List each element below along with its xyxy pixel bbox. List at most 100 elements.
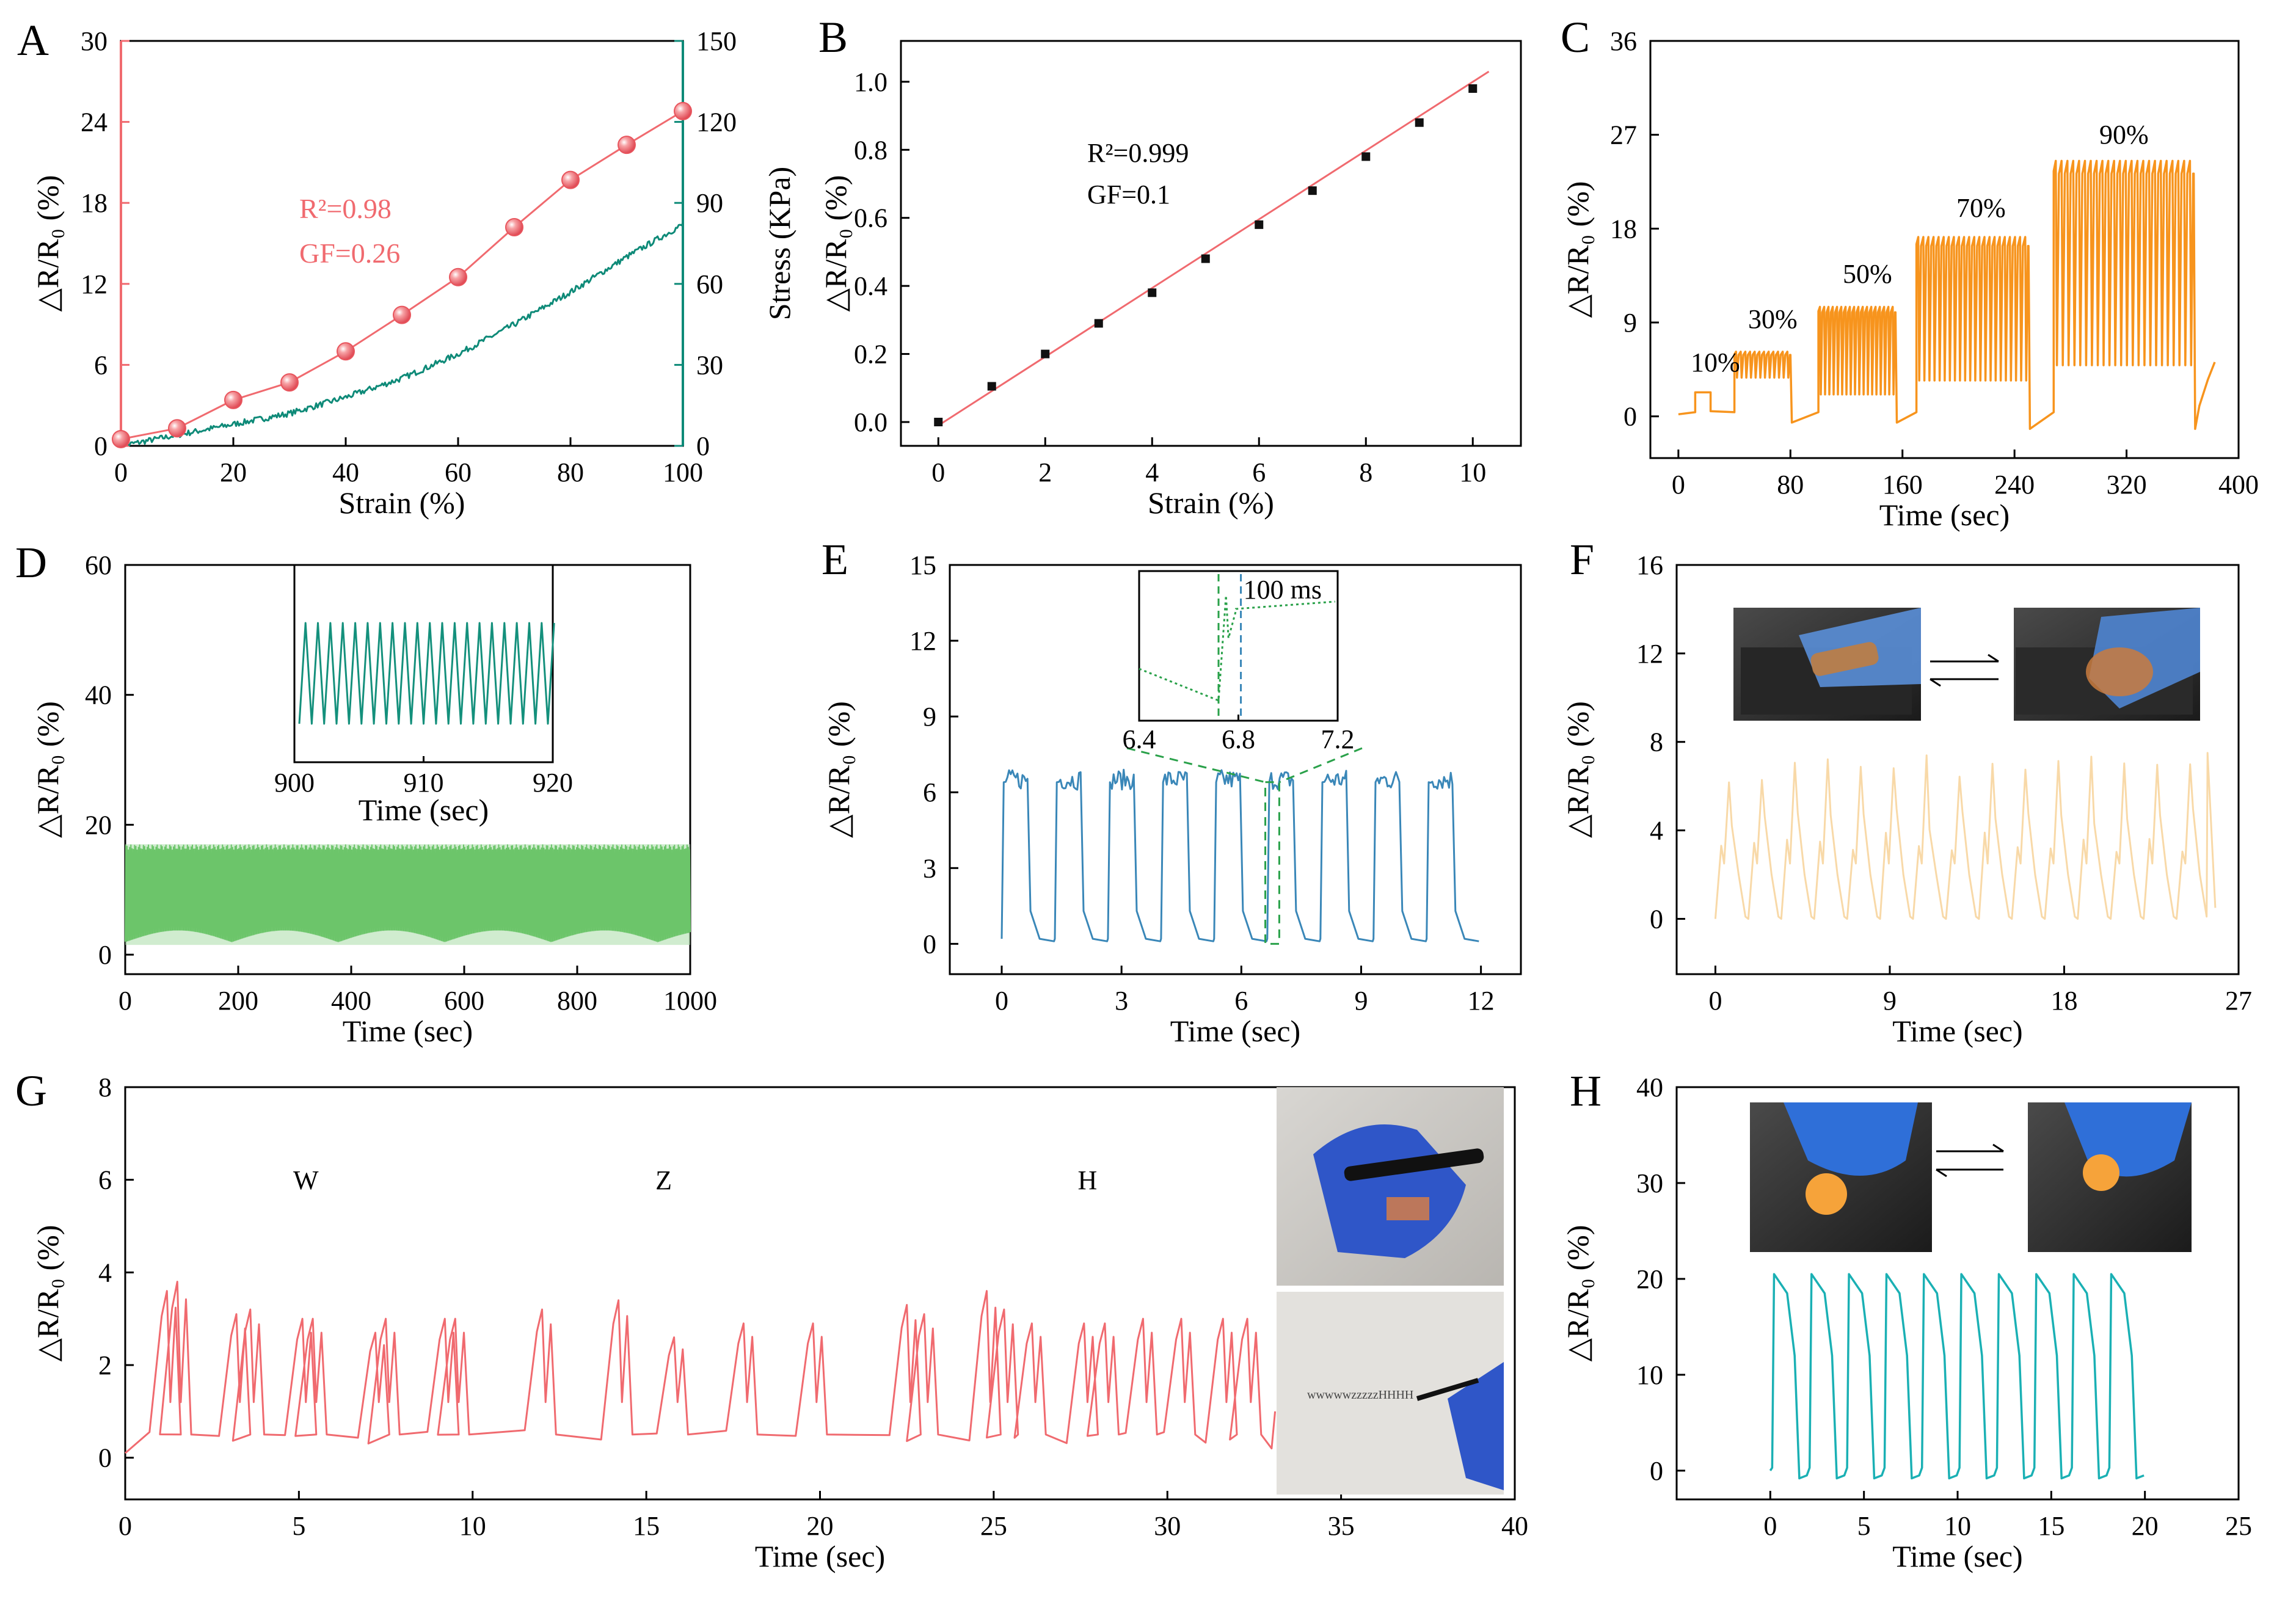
y-tick-label: 0 [1624, 402, 1637, 432]
y-tick-label: 1.0 [854, 67, 887, 97]
x-axis-label: Time (sec) [1170, 1014, 1300, 1048]
x-tick-label: 0 [118, 986, 132, 1016]
svg-text:wwwwwzzzzzHHHH: wwwwwzzzzzHHHH [1307, 1388, 1413, 1402]
y-axis-label: △R/R₀ (%) [1561, 181, 1595, 318]
inset-x-tick-label: 6.4 [1123, 724, 1156, 754]
photo-ball-released [1750, 1102, 1932, 1252]
letter-label-z: Z [655, 1165, 672, 1195]
response-line [1678, 159, 2216, 430]
x-tick-label: 5 [1857, 1511, 1871, 1541]
panel-b: B 0 2 4 6 8 10 0.0 0.2 0.4 0.6 0.8 1.0 Strain (%) △R/… [818, 13, 1522, 520]
axes-frame [1649, 40, 2240, 459]
x-tick-label: 10 [459, 1511, 486, 1541]
inset-x-tick-label: 6.8 [1222, 724, 1255, 754]
stress-series-line [120, 222, 684, 447]
a-annotation-r2: R²=0.98 [299, 193, 392, 224]
y-tick-label: 36 [1610, 26, 1637, 56]
data-point [1308, 186, 1317, 195]
x-tick-label: 600 [444, 986, 484, 1016]
y-right-tick-label: 30 [696, 350, 723, 380]
y-tick-label: 10 [1636, 1360, 1663, 1390]
x-tick-label: 160 [1882, 470, 1923, 500]
y-tick-label: 0 [1650, 904, 1663, 934]
panel-d: D 0 200 400 600 800 1000 0 20 40 60 Time (sec) △R/R… [15, 538, 717, 1048]
fit-line [938, 70, 1490, 426]
x-tick-label: 5 [292, 1511, 305, 1541]
x-tick-label: 0 [1672, 470, 1685, 500]
panel-label-g: G [15, 1066, 47, 1115]
x-tick-label: 0 [1763, 1511, 1777, 1541]
panel-f: F 0 9 18 27 0 4 8 12 16 Time (sec) △R/R₀ (%) [1561, 535, 2252, 1048]
y-tick-label: 20 [85, 810, 112, 840]
photo-writing-hand [1277, 1087, 1504, 1286]
y-tick-label: 0.8 [854, 135, 887, 165]
x-tick-label: 15 [2038, 1511, 2064, 1541]
inset-annotation: 100 ms [1244, 575, 1322, 605]
x-tick-label: 15 [633, 1511, 660, 1541]
inset-x-tick-label: 7.2 [1321, 724, 1355, 754]
resistance-point [168, 419, 186, 438]
x-tick-label: 0 [931, 457, 945, 487]
x-tick-label: 8 [1359, 457, 1372, 487]
y-right-tick-label: 90 [696, 188, 723, 218]
y-right-tick-label: 150 [696, 26, 737, 56]
panel-label-a: A [17, 16, 49, 65]
response-line [125, 1281, 1277, 1454]
c-label-30: 30% [1748, 304, 1798, 334]
x-axis-label: Time (sec) [1892, 1014, 2022, 1048]
y-axis-label: △R/R₀ (%) [822, 701, 856, 838]
x-tick-label: 60 [445, 457, 472, 487]
panel-label-f: F [1570, 535, 1594, 584]
x-tick-label: 320 [2107, 470, 2147, 500]
y-tick-label: 0.6 [854, 203, 887, 233]
y-right-tick-label: 60 [696, 269, 723, 299]
plot-b: 0 2 4 6 8 10 0.0 0.2 0.4 0.6 0.8 1.0 Strain (%) △R/R₀… [818, 40, 1522, 520]
x-tick-label: 25 [980, 1511, 1007, 1541]
data-point [1255, 220, 1264, 229]
x-tick-label: 400 [331, 986, 371, 1016]
y-tick-label: 0 [923, 929, 936, 959]
a-annotation-gf: GF=0.26 [299, 238, 400, 269]
y-axis-label: △R/R₀ (%) [31, 701, 65, 838]
axes-frame [949, 564, 1522, 975]
exchange-arrows-icon [1930, 654, 1999, 687]
y-tick-label: 9 [1624, 308, 1637, 338]
b-annotation-r2: R²=0.999 [1087, 138, 1189, 168]
y-tick-label: 40 [85, 680, 112, 710]
y-tick-label: 0 [98, 940, 112, 970]
y-right-tick-label: 0 [696, 431, 710, 461]
response-line [1000, 768, 1479, 942]
x-tick-label: 9 [1883, 986, 1897, 1016]
resistance-point [224, 390, 242, 409]
x-tick-label: 0 [995, 986, 1008, 1016]
data-point [987, 382, 996, 391]
photo-ball-gripped [2028, 1102, 2192, 1252]
resistance-point [674, 101, 692, 120]
resistance-point [449, 268, 467, 286]
resistance-point [112, 429, 130, 448]
x-tick-label: 40 [1501, 1511, 1528, 1541]
x-tick-label: 30 [1154, 1511, 1181, 1541]
x-tick-label: 20 [2132, 1511, 2159, 1541]
x-tick-label: 0 [114, 457, 128, 487]
y-tick-label: 0.0 [854, 407, 887, 437]
y-tick-label: 40 [1636, 1072, 1663, 1102]
y-tick-label: 24 [81, 107, 108, 137]
zoom-region [1264, 781, 1280, 945]
x-tick-label: 6 [1252, 457, 1266, 487]
y-tick-label: 4 [1650, 816, 1663, 846]
y-right-axis-label: Stress (KPa) [762, 167, 796, 320]
inset-frame [293, 564, 554, 763]
data-point [1415, 118, 1424, 127]
panel-h: H 0 5 10 15 20 25 0 10 20 30 40 Time (sec) △R/R₀ (%) [1561, 1066, 2252, 1573]
x-tick-label: 2 [1038, 457, 1052, 487]
y-tick-label: 20 [1636, 1264, 1663, 1294]
x-tick-label: 200 [218, 986, 258, 1016]
y-tick-label: 15 [909, 550, 936, 580]
plot-f: 0 9 18 27 0 4 8 12 16 Time (sec) △R/R₀ (%) [1561, 550, 2252, 1048]
photo-finger-flat [1733, 608, 1921, 721]
x-tick-label: 1000 [663, 986, 717, 1016]
y-tick-label: 0 [94, 431, 108, 461]
y-tick-label: 6 [98, 1165, 112, 1195]
y-tick-label: 9 [923, 702, 936, 732]
